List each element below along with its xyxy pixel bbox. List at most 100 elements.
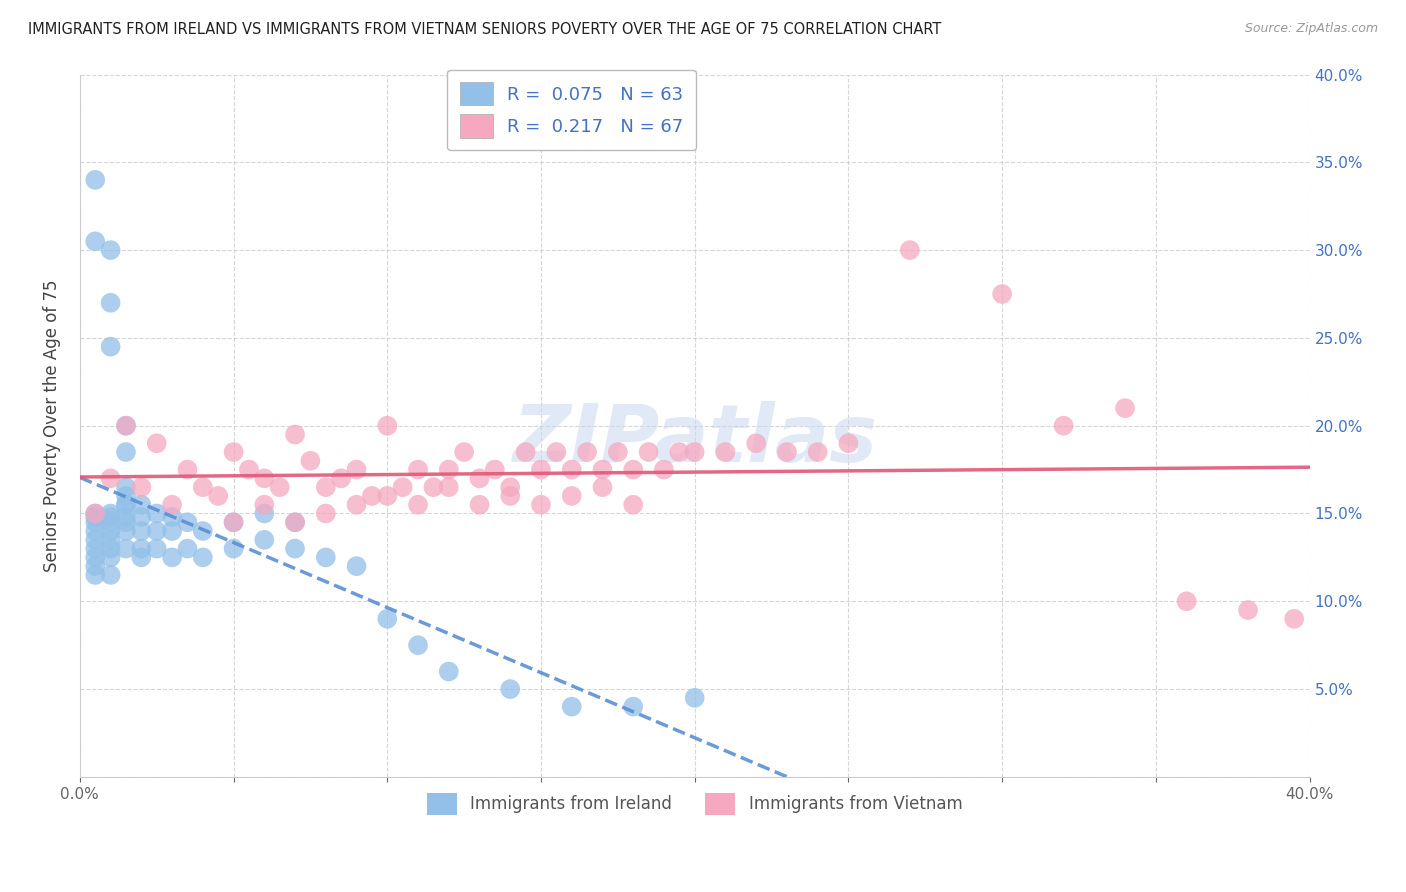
Point (115, 489, 138, 503)
Point (131, 480, 153, 494)
Point (315, 550, 337, 565)
Point (115, 418, 138, 433)
Point (468, 471, 491, 485)
Point (131, 550, 153, 565)
Point (315, 480, 337, 494)
Point (652, 462, 675, 476)
Point (284, 515, 307, 529)
Point (253, 507, 276, 521)
Point (176, 462, 198, 476)
Point (100, 550, 122, 565)
Point (160, 524, 183, 538)
Point (299, 454, 322, 468)
Point (284, 515, 307, 529)
Point (621, 498, 644, 512)
Point (145, 524, 167, 538)
Point (621, 462, 644, 476)
Point (222, 445, 245, 459)
Point (621, 699, 644, 714)
Point (238, 462, 260, 476)
Point (714, 445, 737, 459)
Point (160, 550, 183, 565)
Point (115, 524, 138, 538)
Point (176, 515, 198, 529)
Point (375, 489, 398, 503)
Point (100, 295, 122, 310)
Point (484, 462, 506, 476)
Point (406, 638, 429, 652)
Point (468, 498, 491, 512)
Point (437, 462, 460, 476)
Point (84, 510, 107, 524)
Point (253, 533, 276, 547)
Point (530, 462, 553, 476)
Point (115, 541, 138, 556)
Point (745, 436, 768, 450)
Point (561, 699, 583, 714)
Point (84, 235, 107, 249)
Point (1052, 418, 1074, 433)
Point (253, 498, 276, 512)
Point (84, 524, 107, 538)
Point (222, 515, 245, 529)
Point (346, 559, 368, 574)
Point (346, 462, 368, 476)
Point (515, 445, 537, 459)
Point (1175, 594, 1198, 608)
Point (591, 462, 613, 476)
Point (406, 462, 429, 476)
Point (391, 480, 413, 494)
Point (100, 541, 122, 556)
Point (269, 480, 291, 494)
Point (100, 340, 122, 354)
Point (561, 489, 583, 503)
Point (191, 550, 214, 565)
Point (253, 471, 276, 485)
Point (115, 445, 138, 459)
Point (499, 480, 522, 494)
Point (84, 550, 107, 565)
Point (576, 445, 599, 459)
Point (284, 541, 307, 556)
Point (330, 471, 353, 485)
Point (222, 515, 245, 529)
Point (100, 524, 122, 538)
Point (1282, 612, 1305, 626)
Point (84, 515, 107, 529)
Point (100, 471, 122, 485)
Point (530, 498, 553, 512)
Point (84, 507, 107, 521)
Point (668, 445, 690, 459)
Point (606, 445, 628, 459)
Point (837, 436, 859, 450)
Point (898, 243, 921, 257)
Point (375, 612, 398, 626)
Point (145, 541, 167, 556)
Point (100, 568, 122, 582)
Text: ZIPatlas: ZIPatlas (512, 401, 877, 479)
Point (683, 445, 706, 459)
Point (1114, 401, 1136, 416)
Text: Source: ZipAtlas.com: Source: ZipAtlas.com (1244, 22, 1378, 36)
Point (375, 418, 398, 433)
Point (776, 445, 799, 459)
Point (422, 480, 444, 494)
Point (499, 682, 522, 697)
Point (683, 690, 706, 705)
Point (100, 533, 122, 547)
Point (807, 445, 830, 459)
Point (284, 427, 307, 442)
Point (115, 418, 138, 433)
Point (84, 541, 107, 556)
Point (160, 498, 183, 512)
Point (115, 515, 138, 529)
Point (406, 498, 429, 512)
Point (84, 533, 107, 547)
Point (115, 480, 138, 494)
Point (145, 436, 167, 450)
Point (207, 489, 229, 503)
Point (546, 445, 568, 459)
Point (100, 507, 122, 521)
Legend: Immigrants from Ireland, Immigrants from Vietnam: Immigrants from Ireland, Immigrants from… (418, 783, 973, 825)
Point (84, 173, 107, 187)
